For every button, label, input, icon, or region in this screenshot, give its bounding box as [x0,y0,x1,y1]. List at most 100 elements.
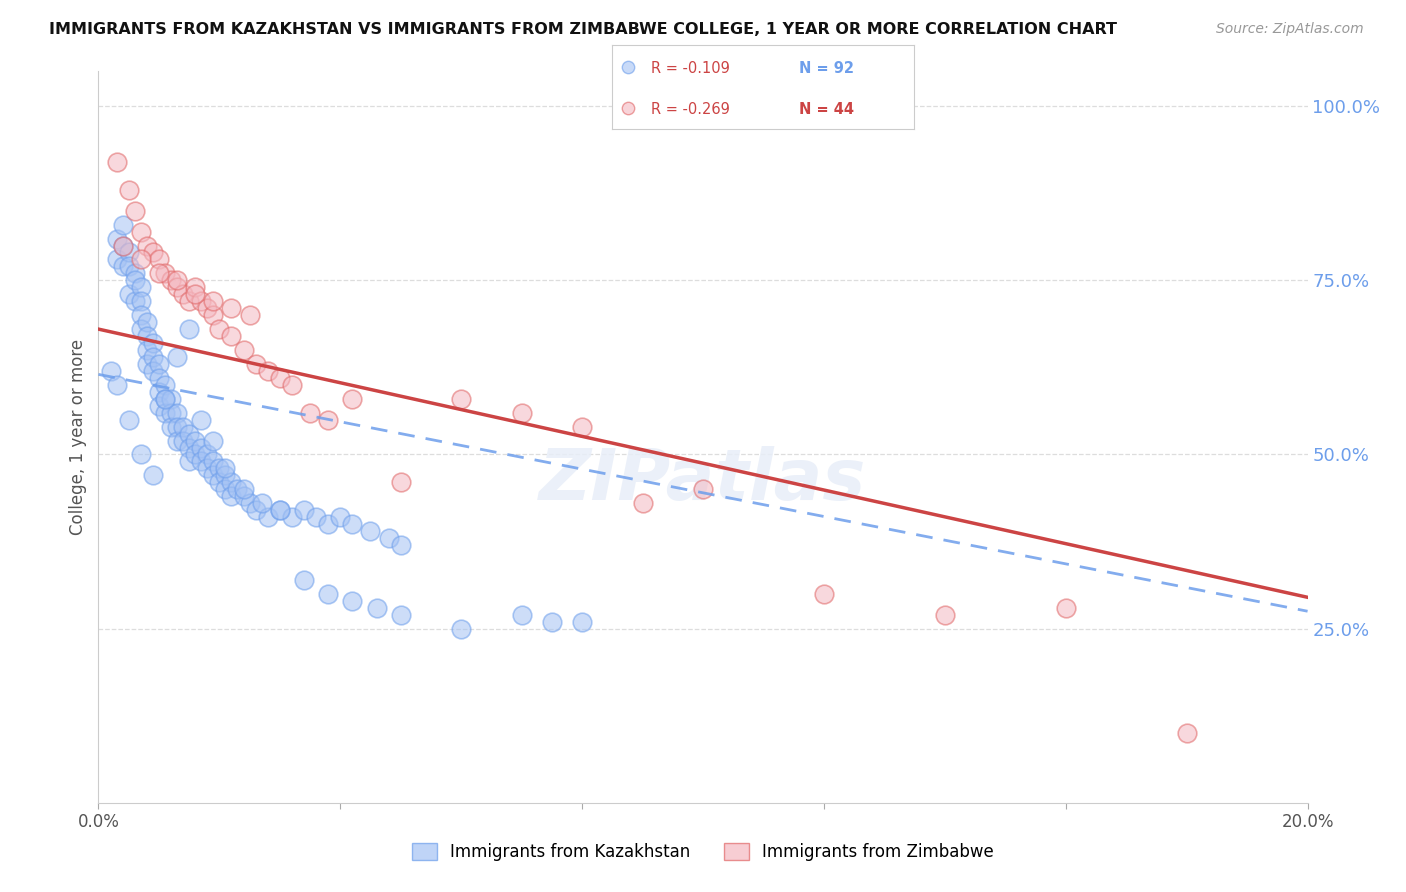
Point [160,406,183,420]
Point [118,260,141,274]
Point [153,406,176,420]
Point [135,329,157,343]
Point [316,587,339,601]
Point [124,203,146,218]
Point [1175,726,1198,740]
Point [124,294,146,309]
Point [214,461,236,475]
Point [202,468,225,483]
Text: IMMIGRANTS FROM KAZAKHSTAN VS IMMIGRANTS FROM ZIMBABWE COLLEGE, 1 YEAR OR MORE C: IMMIGRANTS FROM KAZAKHSTAN VS IMMIGRANTS… [49,22,1118,37]
Point [148,252,170,267]
Point [153,392,176,406]
Point [129,252,152,267]
Point [160,273,183,287]
Point [190,294,212,309]
Point [342,594,364,608]
Point [195,301,218,316]
Point [184,448,207,462]
Point [190,454,212,468]
Point [202,294,225,309]
Point [166,419,188,434]
Point [166,273,188,287]
Point [118,245,141,260]
Point [195,448,218,462]
Point [221,301,243,316]
Point [160,392,183,406]
Point [184,280,207,294]
Text: N = 92: N = 92 [799,61,853,76]
Point [208,322,231,336]
Point [366,600,388,615]
Point [571,615,593,629]
Point [269,371,291,385]
Point [617,101,640,115]
Point [342,517,364,532]
Point [100,364,122,378]
Point [221,475,243,490]
Point [450,392,472,406]
Text: Source: ZipAtlas.com: Source: ZipAtlas.com [1216,22,1364,37]
Point [281,510,304,524]
Point [129,294,152,309]
Point [239,496,262,510]
Point [111,218,134,232]
Point [250,496,273,510]
Y-axis label: College, 1 year or more: College, 1 year or more [69,339,87,535]
Point [142,336,165,351]
Point [105,231,128,245]
Point [269,503,291,517]
Point [129,308,152,322]
Point [172,419,194,434]
Point [571,419,593,434]
Point [239,308,262,322]
Point [1054,600,1077,615]
Point [232,483,254,497]
Point [172,287,194,301]
Point [256,364,278,378]
Point [166,434,188,448]
Point [692,483,714,497]
Point [813,587,835,601]
Point [148,371,170,385]
Point [148,384,170,399]
Point [214,483,236,497]
Point [245,503,267,517]
Point [190,441,212,455]
Point [135,343,157,357]
Point [129,448,152,462]
Point [208,475,231,490]
Point [105,252,128,267]
Point [129,280,152,294]
Point [292,573,315,587]
Point [202,434,225,448]
Point [389,538,412,552]
Point [208,461,231,475]
Point [389,475,412,490]
Point [184,287,207,301]
Point [316,517,339,532]
Point [360,524,382,538]
Point [129,225,152,239]
Point [142,350,165,364]
Point [299,406,322,420]
Point [202,454,225,468]
Point [148,399,170,413]
Point [142,364,165,378]
Point [450,622,472,636]
Point [179,441,201,455]
Point [118,183,141,197]
Point [617,61,640,75]
Point [221,329,243,343]
Point [135,315,157,329]
Point [226,483,249,497]
Point [631,496,654,510]
Text: N = 44: N = 44 [799,102,853,117]
Point [190,412,212,426]
Point [281,377,304,392]
Point [142,468,165,483]
Point [540,615,562,629]
Point [124,273,146,287]
Point [118,287,141,301]
Legend: Immigrants from Kazakhstan, Immigrants from Zimbabwe: Immigrants from Kazakhstan, Immigrants f… [405,836,1001,868]
Point [148,266,170,280]
